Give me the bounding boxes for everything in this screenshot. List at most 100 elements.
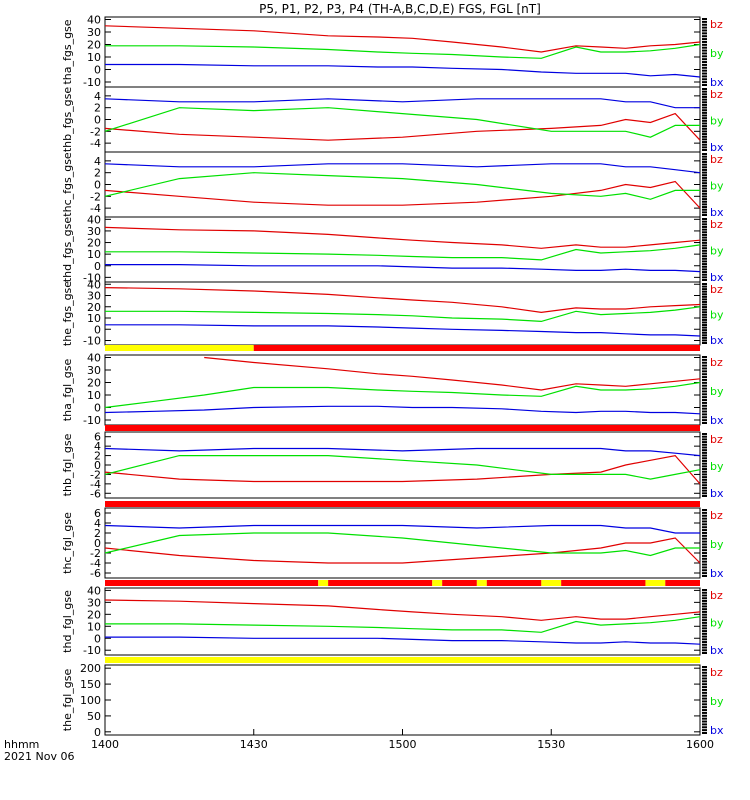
panel-2: 420-2-4 thc_fgs_gse bz by bx <box>61 151 724 219</box>
y-tick-label: -2 <box>90 125 101 138</box>
y-tick-label: 4 <box>94 517 101 530</box>
date-label: 2021 Nov 06 <box>4 750 74 763</box>
y-tick-label: 40 <box>87 278 101 291</box>
x-tick-label: 1600 <box>686 738 714 751</box>
x-tick-label: 1400 <box>91 738 119 751</box>
series-bz-line <box>104 112 701 141</box>
y-tick-label: -4 <box>90 557 101 570</box>
panel-frame <box>104 151 701 218</box>
y-tick-label: 30 <box>87 26 101 39</box>
y-tick-label: 20 <box>87 237 101 250</box>
y-axis-label: the_fgs_gse <box>61 281 74 346</box>
legend-by: by <box>710 245 724 258</box>
series-bx-line <box>105 264 701 273</box>
y-tick-label: -2 <box>90 468 101 481</box>
y-tick-label: 20 <box>87 39 101 52</box>
series-bz-line <box>104 287 701 314</box>
y-axis-label: thc_fgs_gse <box>61 152 74 217</box>
y-tick-label: 2 <box>94 527 101 540</box>
y-tick-label: 2 <box>94 167 101 180</box>
y-tick-label: 40 <box>87 584 101 597</box>
y-tick-label: -6 <box>90 487 101 500</box>
status-segment-red <box>253 345 700 351</box>
series-by-line <box>104 381 701 409</box>
status-segment-red <box>442 580 477 586</box>
y-tick-label: 0 <box>94 632 101 645</box>
legend-bx: bx <box>710 567 724 580</box>
legend-by: by <box>710 695 724 708</box>
panel-frame <box>104 281 701 346</box>
status-segment-red <box>105 580 319 586</box>
legend-bz: bz <box>710 218 723 231</box>
x-tick-label: 1430 <box>240 738 268 751</box>
y-tick-label: 40 <box>87 14 101 27</box>
y-tick-label: -10 <box>83 271 101 284</box>
legend-bx: bx <box>710 414 724 427</box>
y-tick-label: 0 <box>94 114 101 127</box>
y-tick-label: 20 <box>87 608 101 621</box>
y-tick-label: 200 <box>80 662 101 675</box>
legend-bx: bx <box>710 141 724 154</box>
y-tick-label: 4 <box>94 90 101 103</box>
y-axis-label: the_fgl_gse <box>61 669 74 732</box>
y-tick-label: 0 <box>94 726 101 739</box>
y-tick-label: -2 <box>90 190 101 203</box>
y-axis-label: tha_fgs_gse <box>61 19 74 84</box>
panel-frame <box>104 431 701 499</box>
y-tick-label: -10 <box>83 644 101 657</box>
y-tick-label: 30 <box>87 290 101 303</box>
time-axis-label: hhmm <box>4 738 39 751</box>
status-bars-group <box>105 345 700 663</box>
y-tick-label: 2 <box>94 102 101 115</box>
y-tick-label: 0 <box>94 260 101 273</box>
status-segment-yellow <box>318 580 329 586</box>
y-tick-label: 4 <box>94 155 101 168</box>
y-tick-label: -4 <box>90 478 101 491</box>
legend-bx: bx <box>710 206 724 219</box>
panel-9: 200 150 100 50 0 the_fgl_gse bz by bx <box>61 662 724 739</box>
y-axis-label: thd_fgs_gse <box>61 217 74 283</box>
y-tick-label: 10 <box>87 312 101 325</box>
y-tick-label: -10 <box>83 414 101 427</box>
series-by-line <box>104 532 700 557</box>
y-tick-label: -2 <box>90 547 101 560</box>
series-bz-line <box>104 537 701 564</box>
legend-bz: bz <box>710 356 723 369</box>
y-axis-label: tha_fgl_gse <box>61 359 74 422</box>
series-bx-line <box>104 524 700 534</box>
series-bz-line <box>104 180 701 209</box>
y-tick-label: -4 <box>90 137 101 150</box>
y-tick-label: 40 <box>87 352 101 365</box>
y-tick-label: 20 <box>87 377 101 390</box>
y-tick-label: 0 <box>94 402 101 415</box>
y-tick-label: 20 <box>87 301 101 314</box>
x-axis: 1400 1430 1500 1530 1600 <box>91 729 714 751</box>
series-bz-line <box>104 599 701 621</box>
x-tick-label: 1530 <box>537 738 565 751</box>
y-tick-label: 10 <box>87 51 101 64</box>
status-segment-red <box>561 580 646 586</box>
series-bx-line <box>105 636 701 645</box>
series-by-line <box>105 306 701 323</box>
legend-by: by <box>710 617 724 630</box>
status-segment-yellow <box>105 657 700 663</box>
y-tick-label: 30 <box>87 364 101 377</box>
series-bz-line <box>104 454 701 485</box>
status-segment-yellow <box>476 580 487 586</box>
y-tick-label: 100 <box>80 694 101 707</box>
status-segment-red <box>105 425 700 431</box>
y-tick-label: 6 <box>94 507 101 520</box>
series-bx-line <box>105 63 701 78</box>
legend-bx: bx <box>710 487 724 500</box>
y-tick-label: 0 <box>94 323 101 336</box>
legend-bx: bx <box>710 724 724 737</box>
series-bx-line <box>104 405 701 415</box>
y-tick-label: 4 <box>94 440 101 453</box>
legend-bz: bz <box>710 153 723 166</box>
y-tick-label: 0 <box>94 179 101 192</box>
legend-bx: bx <box>710 334 724 347</box>
